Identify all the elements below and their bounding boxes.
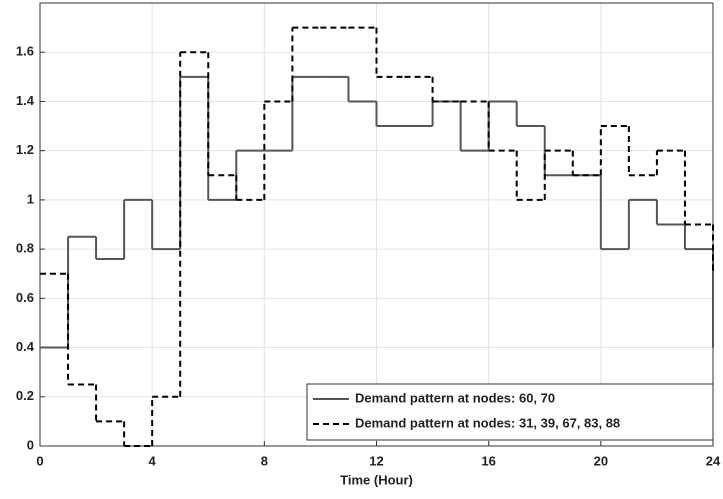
x-tick-label: 16 xyxy=(481,453,495,468)
x-tick-label: 24 xyxy=(706,453,721,468)
x-tick-label: 12 xyxy=(369,453,383,468)
y-tick-label: 1.2 xyxy=(16,142,34,157)
x-tick-label: 8 xyxy=(261,453,268,468)
y-tick-label: 0.2 xyxy=(16,388,34,403)
legend-box xyxy=(306,383,714,441)
y-tick-label: 0 xyxy=(27,437,34,452)
x-tick-label: 20 xyxy=(594,453,608,468)
y-tick-label: 0.6 xyxy=(16,290,34,305)
x-tick-label: 4 xyxy=(149,453,157,468)
x-axis-label: Time (Hour) xyxy=(340,472,413,487)
y-tick-label: 1.6 xyxy=(16,44,34,59)
y-tick-label: 0.8 xyxy=(16,241,34,256)
legend-label: Demand pattern at nodes: 31, 39, 67, 83,… xyxy=(355,415,620,430)
y-tick-label: 1 xyxy=(27,191,34,206)
x-tick-label: 0 xyxy=(36,453,43,468)
y-tick-label: 1.4 xyxy=(16,93,35,108)
y-tick-label: 0.4 xyxy=(16,339,35,354)
legend-label: Demand pattern at nodes: 60, 70 xyxy=(355,390,555,405)
